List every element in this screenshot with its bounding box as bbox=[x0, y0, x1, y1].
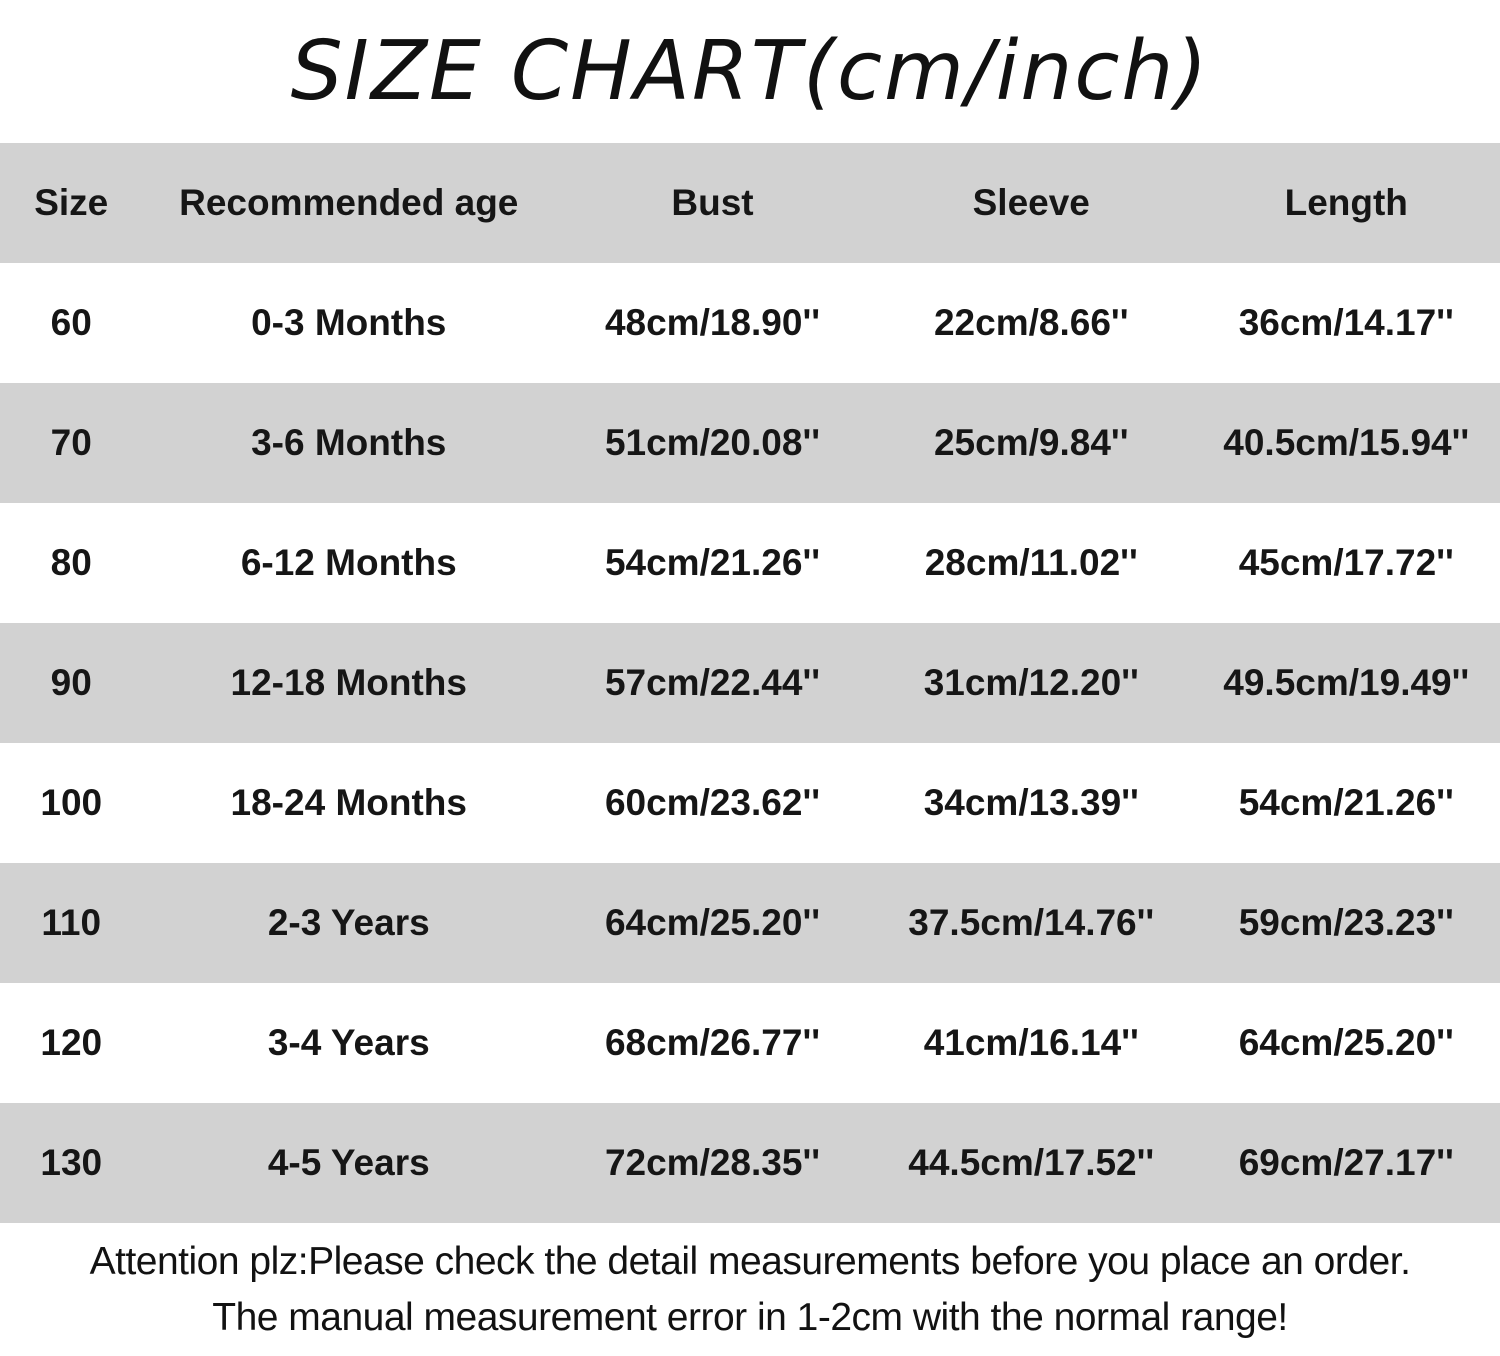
table-cell: 4-5 Years bbox=[267, 1142, 430, 1183]
attention-note: Attention plz:Please check the detail me… bbox=[0, 1223, 1500, 1356]
table-body: 60 0-3 Months 48cm/18.90'' 22cm/8.66'' 36cm/… bbox=[0, 263, 1500, 1223]
table-cell: 100 bbox=[40, 782, 103, 823]
table-cell: 57cm/22.44'' bbox=[604, 662, 821, 703]
table-cell: 41cm/16.14'' bbox=[923, 1022, 1139, 1063]
table-row: 70 3-6 Months 51cm/20.08'' 25cm/9.84'' 40.5c… bbox=[0, 383, 1500, 503]
table-row: 100 18-24 Months 60cm/23.62'' 34cm/13.39'' 5… bbox=[0, 743, 1500, 863]
table-cell: 54cm/21.26'' bbox=[1238, 782, 1454, 823]
table-row: 80 6-12 Months 54cm/21.26'' 28cm/11.02'' 45c… bbox=[0, 503, 1500, 623]
size-chart-table: Size Recommended age Bust Sleeve Length 60 0-… bbox=[0, 143, 1500, 1223]
table-cell: 51cm/20.08'' bbox=[604, 422, 821, 463]
column-header-size: Size bbox=[34, 182, 109, 223]
table-cell: 70 bbox=[50, 422, 92, 463]
table-cell: 12-18 Months bbox=[230, 662, 467, 703]
table-cell: 69cm/27.17'' bbox=[1238, 1142, 1454, 1183]
table-cell: 44.5cm/17.52'' bbox=[908, 1142, 1155, 1183]
table-cell: 80 bbox=[50, 542, 92, 583]
table-cell: 60cm/23.62'' bbox=[604, 782, 821, 823]
table-cell: 60 bbox=[50, 302, 92, 343]
table-cell: 31cm/12.20'' bbox=[923, 662, 1139, 703]
table-cell: 3-6 Months bbox=[251, 422, 447, 463]
table-cell: 49.5cm/19.49'' bbox=[1223, 662, 1470, 703]
table-cell: 90 bbox=[50, 662, 92, 703]
table-cell: 48cm/18.90'' bbox=[604, 302, 821, 343]
table-cell: 68cm/26.77'' bbox=[604, 1022, 821, 1063]
table-cell: 36cm/14.17'' bbox=[1238, 302, 1454, 343]
table-cell: 34cm/13.39'' bbox=[923, 782, 1139, 823]
table-cell: 28cm/11.02'' bbox=[924, 542, 1138, 583]
column-header-length: Length bbox=[1284, 182, 1408, 223]
table-cell: 110 bbox=[41, 902, 102, 943]
column-header-bust: Bust bbox=[671, 182, 754, 223]
table-cell: 40.5cm/15.94'' bbox=[1223, 422, 1470, 463]
table-cell: 3-4 Years bbox=[267, 1022, 430, 1063]
table-cell: 37.5cm/14.76'' bbox=[908, 902, 1155, 943]
table-cell: 120 bbox=[40, 1022, 103, 1063]
column-header-sleeve: Sleeve bbox=[972, 182, 1090, 223]
table-cell: 54cm/21.26'' bbox=[604, 542, 821, 583]
attention-note-line-2: The manual measurement error in 1-2cm wi… bbox=[212, 1295, 1288, 1339]
table-row: 110 2-3 Years 64cm/25.20'' 37.5cm/14.76'' 59… bbox=[0, 863, 1500, 983]
table-row: 60 0-3 Months 48cm/18.90'' 22cm/8.66'' 36cm/… bbox=[0, 263, 1500, 383]
table-cell: 72cm/28.35'' bbox=[604, 1142, 821, 1183]
table-cell: 130 bbox=[40, 1142, 103, 1183]
table-header-row: Size Recommended age Bust Sleeve Length bbox=[0, 143, 1500, 263]
table-row: 120 3-4 Years 68cm/26.77'' 41cm/16.14'' 64cm… bbox=[0, 983, 1500, 1103]
table-cell: 6-12 Months bbox=[240, 542, 457, 583]
column-header-recommended-age: Recommended age bbox=[179, 182, 519, 223]
table-cell: 45cm/17.72'' bbox=[1238, 542, 1454, 583]
table-cell: 59cm/23.23'' bbox=[1238, 902, 1454, 943]
table-cell: 64cm/25.20'' bbox=[604, 902, 821, 943]
attention-note-line-1: Attention plz:Please check the detail me… bbox=[89, 1239, 1411, 1283]
table-cell: 0-3 Months bbox=[251, 302, 447, 343]
table-cell: 22cm/8.66'' bbox=[933, 302, 1129, 343]
table-row: 130 4-5 Years 72cm/28.35'' 44.5cm/17.52'' 69… bbox=[0, 1103, 1500, 1223]
table-cell: 18-24 Months bbox=[230, 782, 467, 823]
table-cell: 2-3 Years bbox=[267, 902, 430, 943]
table-head: Size Recommended age Bust Sleeve Length bbox=[0, 143, 1500, 263]
page-title: SIZE CHART(cm/inch) bbox=[290, 24, 1210, 119]
table-cell: 25cm/9.84'' bbox=[933, 422, 1129, 463]
table-row: 90 12-18 Months 57cm/22.44'' 31cm/12.20'' 49… bbox=[0, 623, 1500, 743]
table-cell: 64cm/25.20'' bbox=[1238, 1022, 1454, 1063]
